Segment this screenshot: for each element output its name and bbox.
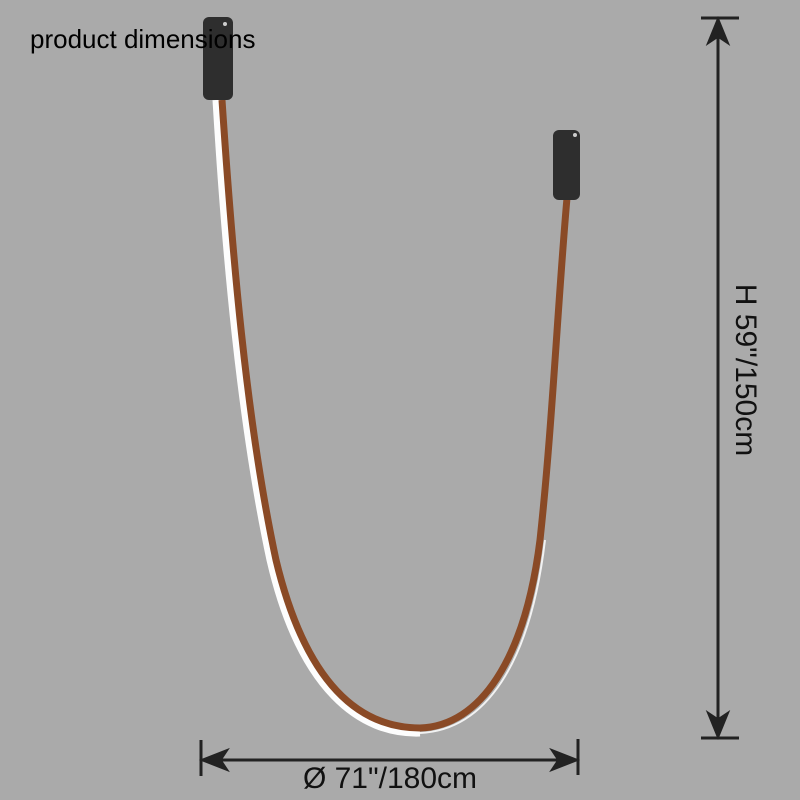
arrow-left-icon	[198, 747, 230, 773]
arrow-right-icon	[549, 747, 581, 773]
right-canister-screw	[573, 133, 577, 137]
led-strip-lamp	[203, 17, 580, 737]
strip-light-edge	[212, 99, 421, 737]
width-dimension-line	[198, 739, 581, 776]
left-canister	[203, 17, 233, 100]
width-dimension-label: Ø 71"/180cm	[302, 762, 478, 795]
height-dimension-label: H 59"/150cm	[729, 283, 762, 457]
strip-body	[218, 99, 571, 732]
right-canister	[553, 130, 580, 200]
height-dimension-line	[701, 16, 739, 740]
arrow-down-icon	[705, 710, 731, 740]
arrow-up-icon	[705, 16, 731, 46]
page-title: product dimensions	[30, 24, 256, 54]
left-canister-screw	[223, 22, 227, 26]
strip-inner-shade	[419, 539, 546, 734]
